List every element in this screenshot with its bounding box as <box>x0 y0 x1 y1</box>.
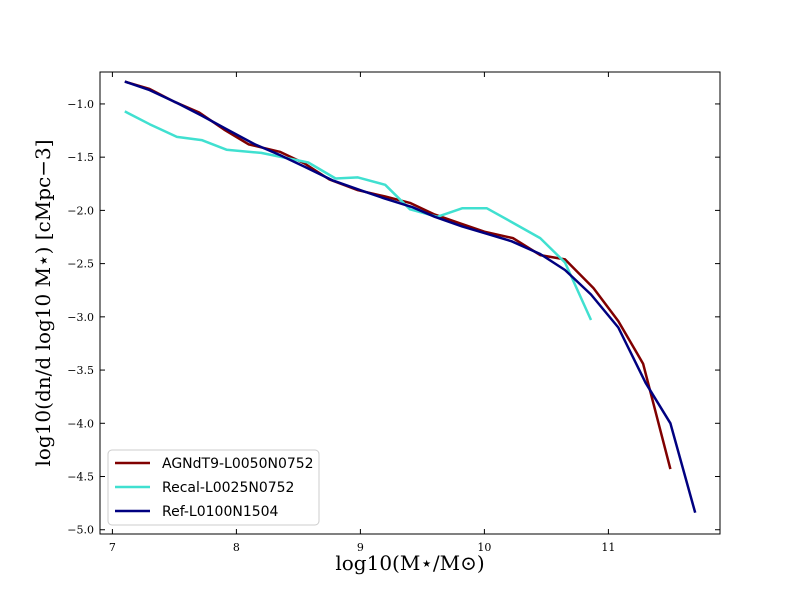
plot-frame <box>99 71 721 535</box>
y-tick-label: −4.0 <box>67 417 94 430</box>
x-tick-label: 9 <box>357 541 364 554</box>
series-line-1 <box>124 110 593 321</box>
legend-box <box>107 449 320 526</box>
y-tick-label: −2.5 <box>67 258 94 271</box>
series-line-0 <box>124 80 672 470</box>
x-tick-label: 10 <box>477 541 491 554</box>
y-tick-label: −5.0 <box>67 524 94 537</box>
x-tick-label: 7 <box>109 541 116 554</box>
y-axis-label: log10(dn/d log10 M⋆) [cMpc−3] <box>31 139 55 466</box>
legend-label-agndt9: AGNdT9-L0050N0752 <box>162 456 314 472</box>
y-tick-label: −2.0 <box>67 204 94 217</box>
x-axis-label: log10(M⋆/M⊙) <box>335 551 484 575</box>
legend-label-recal: Recal-L0025N0752 <box>162 480 294 496</box>
y-tick-label: −3.5 <box>67 364 94 377</box>
x-tick-label: 8 <box>233 541 240 554</box>
y-tick-label: −1.0 <box>67 98 94 111</box>
y-tick-label: −3.0 <box>67 311 94 324</box>
y-tick-label: −1.5 <box>67 151 94 164</box>
legend-label-ref: Ref-L0100N1504 <box>162 504 279 520</box>
series-line-2 <box>124 80 697 514</box>
x-tick-label: 11 <box>601 541 615 554</box>
y-tick-label: −4.5 <box>67 471 94 484</box>
legend: AGNdT9-L0050N0752 Recal-L0025N0752 Ref-L… <box>107 449 320 526</box>
series-layer <box>124 80 697 514</box>
ticks-layer: 7 8 9 10 11 −1.0 −1.5 −2.0 −2.5 −3.0 −3.5 −4.0 −4.5 −… <box>67 72 720 554</box>
